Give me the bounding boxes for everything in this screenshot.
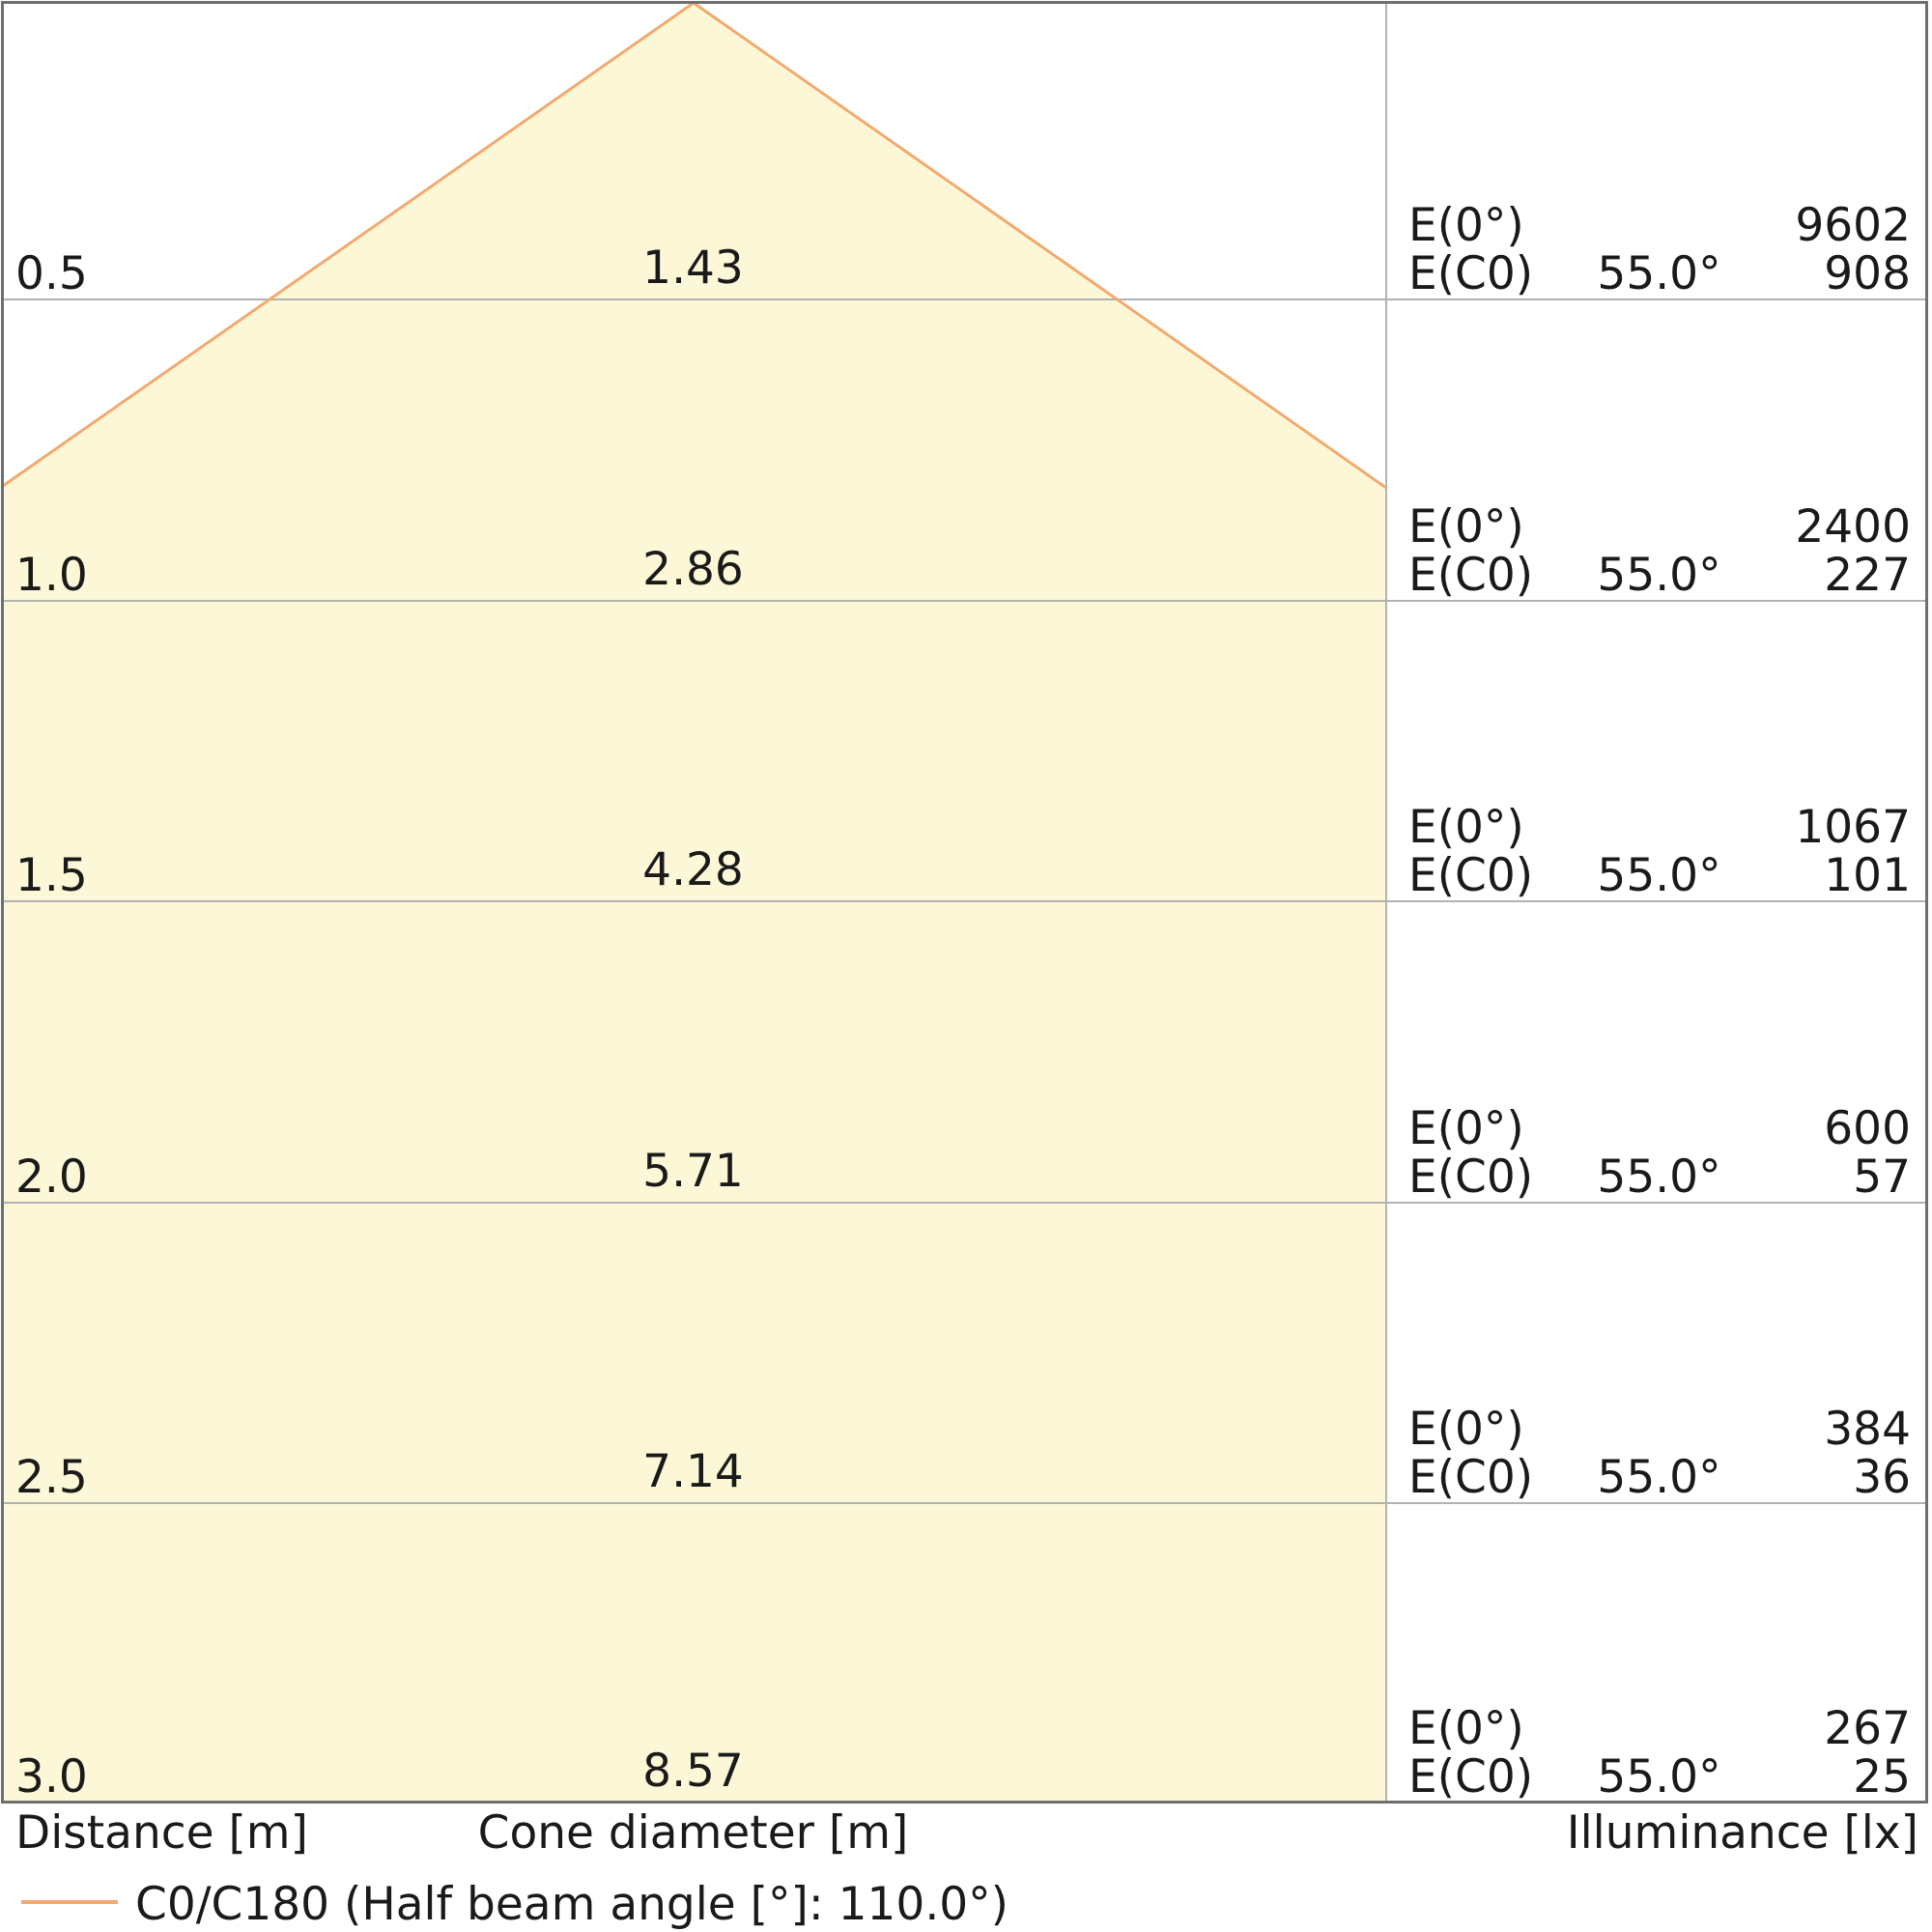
ec0-label: E(C0) [1408,549,1534,602]
cone-diameter-value: 7.14 [642,1445,744,1498]
e0-value: 267 [1824,1702,1911,1755]
distance-axis-label: Distance [m] [15,1806,308,1860]
beam-angle-value: 55.0° [1597,1750,1721,1804]
beam-angle-value: 55.0° [1597,849,1721,902]
illuminance-axis-label: Illuminance [lx] [1566,1806,1918,1860]
e0-value: 9602 [1795,199,1911,252]
e0-label: E(0°) [1408,1403,1524,1456]
e0-label: E(0°) [1408,801,1524,854]
distance-label: 2.0 [15,1151,88,1204]
cone-diameter-value: 2.86 [642,543,744,596]
light-cone-fill [3,3,1386,1803]
distance-label: 0.5 [15,247,88,300]
cone-diameter-value: 1.43 [642,242,744,295]
beam-angle-value: 55.0° [1597,247,1721,300]
beam-angle-value: 55.0° [1597,1451,1721,1504]
e0-value: 384 [1824,1403,1911,1456]
distance-label: 1.5 [15,849,88,902]
cone-diameter-value: 8.57 [642,1745,744,1798]
distance-label: 2.5 [15,1451,88,1504]
diagram-frame [1,1,1928,1804]
distance-label: 3.0 [15,1750,88,1804]
ec0-value: 25 [1853,1750,1911,1804]
ec0-label: E(C0) [1408,1151,1534,1204]
ec0-value: 36 [1853,1451,1911,1504]
e0-label: E(0°) [1408,500,1524,554]
ec0-label: E(C0) [1408,1750,1534,1804]
cone-diameter-value: 4.28 [642,843,744,896]
ec0-value: 227 [1824,549,1911,602]
e0-label: E(0°) [1408,1102,1524,1155]
e0-value: 600 [1824,1102,1911,1155]
ec0-value: 101 [1824,849,1911,902]
legend-label: C0/C180 (Half beam angle [°]: 110.0°) [135,1878,1009,1931]
ec0-label: E(C0) [1408,849,1534,902]
beam-angle-value: 55.0° [1597,549,1721,602]
ec0-value: 908 [1824,247,1911,300]
e0-value: 2400 [1795,500,1911,554]
beam-angle-value: 55.0° [1597,1151,1721,1204]
e0-label: E(0°) [1408,1702,1524,1755]
ec0-value: 57 [1853,1151,1911,1204]
e0-value: 1067 [1795,801,1911,854]
e0-label: E(0°) [1408,199,1524,252]
distance-label: 1.0 [15,549,88,602]
cone-diameter-value: 5.71 [642,1145,744,1198]
cone-diameter-axis-label: Cone diameter [m] [477,1806,909,1860]
ec0-label: E(C0) [1408,247,1534,300]
ec0-label: E(C0) [1408,1451,1534,1504]
